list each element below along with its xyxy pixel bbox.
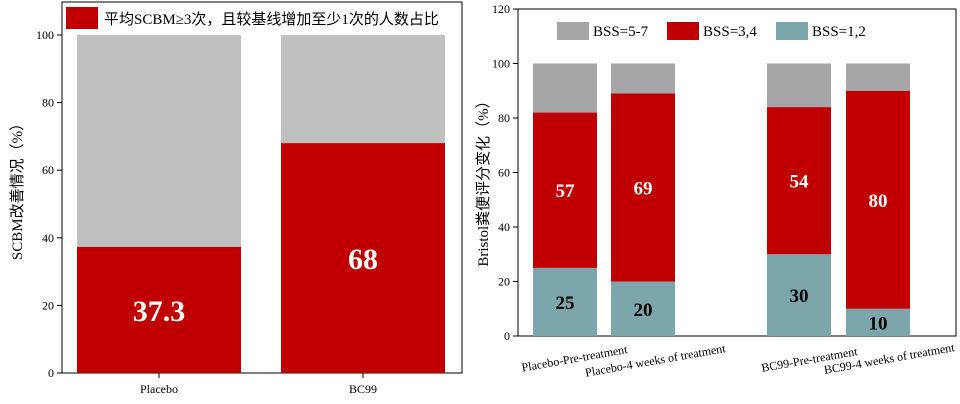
right-bar-segment [611,63,675,94]
right-bar-segment [533,267,597,336]
left-y-tick-label: 0 [48,366,54,380]
right-y-tick-label: 120 [492,2,510,16]
right-legend: BSS=5-7 BSS=3,4 BSS=1,2 [557,22,866,40]
left-y-tick-label: 60 [42,163,54,177]
right-bars: 25 57 20 69 30 54 10 80 [533,63,910,336]
right-y-tick-label: 60 [498,166,510,180]
right-bar-segment [767,107,831,255]
right-legend-label: BSS=1,2 [812,24,866,40]
left-x-tick-label: Placebo [140,382,178,396]
right-y-tick-label: 0 [504,329,510,343]
right-legend-label: BSS=3,4 [703,24,757,40]
right-legend-label: BSS=5-7 [593,24,649,40]
left-y-tick-label: 20 [42,298,54,312]
right-y-tick-label: 100 [492,57,510,71]
right-bar-segment [846,63,910,91]
right-bar-segment [611,281,675,336]
left-bar [281,143,445,373]
right-bar-segment [846,90,910,309]
right-y-tick-label: 20 [498,275,510,289]
right-chart: 0 20 40 60 80 100 120 25 57 20 69 30 54 10 80 BSS=5-7… [475,2,957,380]
right-bar-segment [767,254,831,336]
right-bar-value-label: 20 [634,300,653,321]
right-legend-swatch [667,22,699,40]
right-bar-value-label: 30 [790,286,809,307]
left-legend-swatch [66,7,98,29]
right-bar-value-label: 54 [790,172,810,193]
left-bar [77,246,241,373]
left-y-axis-title: SCBM改善情况（%） [9,116,26,260]
right-bar-value-label: 69 [634,178,653,199]
right-bar-segment [767,63,831,108]
left-bars: 37.3 Placebo 68 BC99 [77,35,445,396]
right-bar-value-label: 57 [556,181,576,202]
left-bar-value-label: 68 [348,243,378,276]
right-bar-segment [611,93,675,282]
right-bar-value-label: 25 [556,293,575,314]
right-y-tick-label: 40 [498,220,510,234]
right-y-tick-label: 80 [498,111,510,125]
left-axis-ticks: 0 20 40 60 80 100 [36,28,62,380]
right-bar-segment [846,308,910,336]
left-legend-text: 平均SCBM≥3次，且较基线增加至少1次的人数占比 [104,10,439,28]
left-y-tick-label: 100 [36,28,54,42]
right-y-axis-title: Bristol粪便评分变化（%） [475,93,492,266]
left-y-tick-label: 80 [42,96,54,110]
left-x-tick-label: BC99 [349,382,377,396]
right-bar-segment [533,112,597,268]
right-bar-value-label: 10 [869,313,888,334]
left-bar-value-label: 37.3 [133,295,186,328]
right-legend-swatch [776,22,808,40]
right-axis-ticks: 0 20 40 60 80 100 120 [492,2,518,343]
left-y-tick-label: 40 [42,231,54,245]
left-plot-frame [61,1,463,374]
left-chart: 0 20 40 60 80 100 37.3 Placebo 68 BC99 平均SCBM≥3次… [9,1,463,396]
right-legend-swatch [557,22,589,40]
right-bar-segment [533,63,597,113]
right-bar-value-label: 80 [869,191,888,212]
